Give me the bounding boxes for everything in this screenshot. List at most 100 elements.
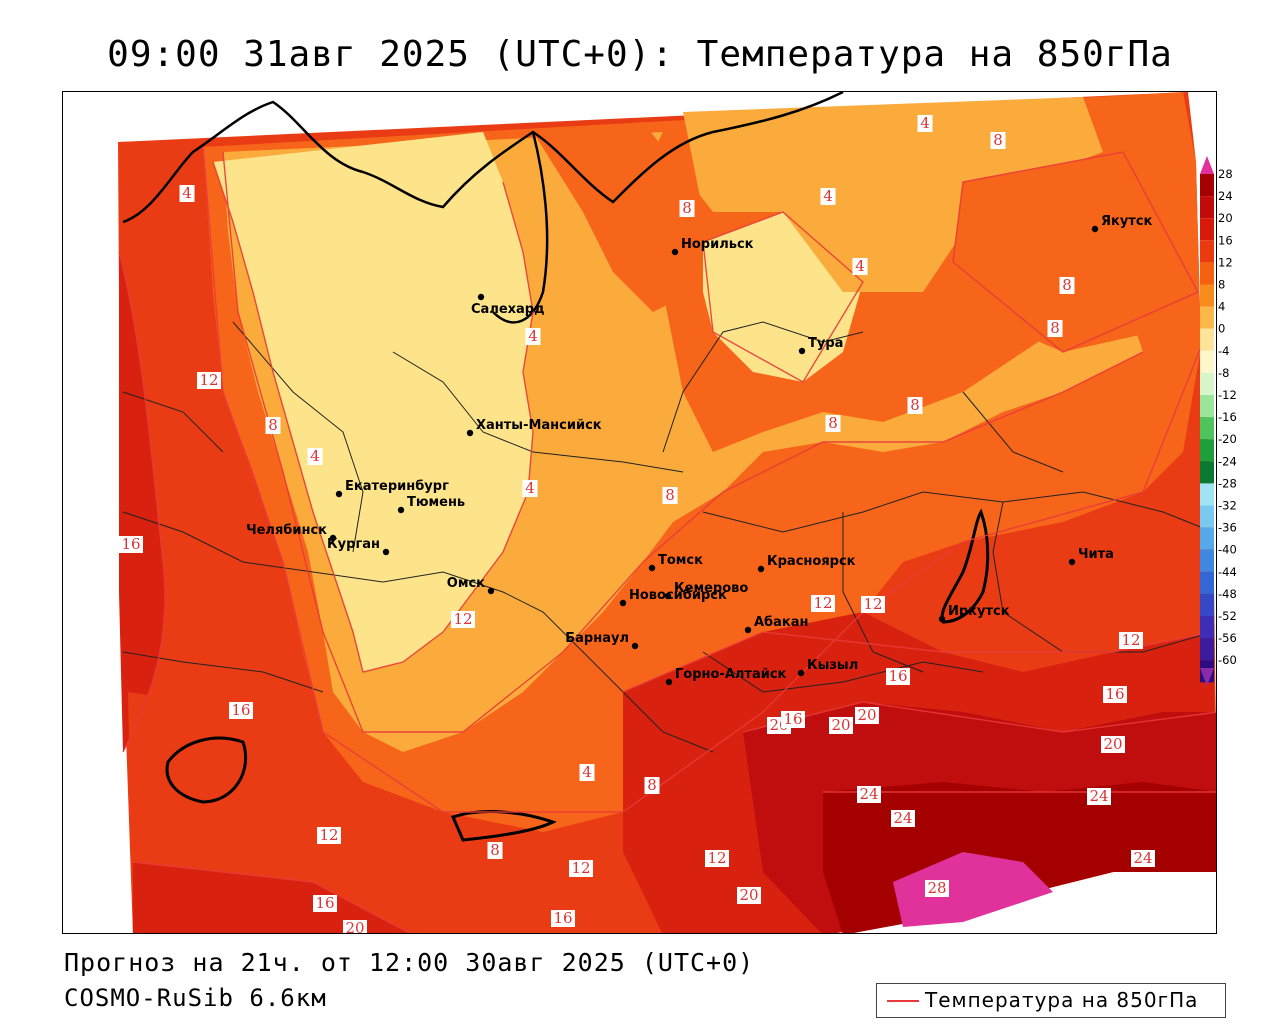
colorbar-tick-label: -16: [1218, 410, 1237, 424]
city-label: Абакан: [754, 615, 809, 630]
colorbar-cell: [1200, 372, 1214, 395]
isotherm-label: 4: [820, 187, 836, 205]
isotherm-label: 24: [857, 785, 881, 803]
temperature-colorbar: 28 24 20 16 12 8 4 0 -4 -8 -12 -16 -20 -24 -28 -32 -36 -4…: [1200, 156, 1237, 686]
colorbar-cell: [1200, 306, 1214, 329]
city-marker: Курган: [327, 537, 390, 556]
city-label: Чита: [1078, 547, 1114, 562]
map-title: 09:00 31авг 2025 (UTC+0): Температура на…: [107, 34, 1173, 75]
isotherm-label: 16: [1103, 685, 1127, 703]
isotherm-value: 4: [582, 763, 592, 781]
city-label: Норильск: [681, 237, 754, 252]
city-dot: [938, 615, 946, 623]
colorbar-tick-label: -32: [1218, 499, 1237, 513]
isotherm-label: 4: [917, 114, 933, 132]
coastline-arctic: [122, 92, 844, 224]
isotherm-label: 20: [1101, 735, 1125, 753]
colorbar-cell: [1200, 262, 1214, 285]
colorbar-tick-label: -12: [1218, 388, 1237, 402]
isotherm-label: 16: [886, 667, 910, 685]
colorbar-tick-label: -20: [1218, 432, 1237, 446]
colorbar-tick-label: -40: [1218, 543, 1237, 557]
isotherm-value: 12: [707, 849, 726, 867]
isotherm-value: 16: [553, 909, 572, 927]
isotherm-value: 20: [1103, 735, 1122, 753]
region-borders: [122, 321, 1214, 753]
isotherm-label: 8: [679, 199, 695, 217]
city-label: Якутск: [1101, 214, 1153, 229]
colorbar-cell: [1200, 549, 1214, 572]
colorbar-cells: [1200, 174, 1214, 683]
city-label: Барнаул: [565, 631, 629, 646]
map-area[interactable]: 4 8 4 8 4 4 8 12 8 4 4 16 4 8 8 8 8 12 16 12 12 16 16 12 20 20 20 2…: [62, 91, 1217, 934]
temperature-map: 4 8 4 8 4 4 8 12 8 4 4 16 4 8 8 8 8 12 16 12 12 16 16 12 20 20 20 2…: [118, 92, 1216, 934]
city-marker: Кызыл: [797, 658, 858, 677]
isotherm-value: 12: [199, 371, 218, 389]
isotherm-value: 12: [319, 826, 338, 844]
colorbar-bottom-arrow: [1200, 668, 1214, 686]
zone-12-16-sw: [128, 692, 662, 933]
colorbar-cell: [1200, 483, 1214, 506]
colorbar-tick-label: 28: [1218, 167, 1233, 181]
isotherm-label: 4: [579, 763, 595, 781]
isotherms: [118, 146, 1216, 933]
city-marker: Чита: [1068, 547, 1114, 566]
city-marker: Тюмень: [397, 495, 465, 514]
zone-16-west: [119, 252, 165, 752]
isotherm-value: 20: [345, 919, 364, 934]
city-marker: Норильск: [671, 237, 754, 256]
city-label: Кызыл: [807, 658, 858, 673]
city-dot: [335, 490, 343, 498]
isotherm-label: 24: [1087, 787, 1111, 805]
isotherm-label: 8: [487, 841, 503, 859]
isotherm-label: 20: [737, 886, 761, 904]
city-marker: Абакан: [744, 615, 809, 634]
isotherm-label: 8: [990, 131, 1006, 149]
colorbar-cell: [1200, 527, 1214, 550]
isotherm-label: 16: [313, 894, 337, 912]
city-marker: Томск: [648, 553, 703, 572]
isotherm-value: 8: [682, 199, 692, 217]
colorbar-cell: [1200, 174, 1214, 197]
isotherm-value: 4: [310, 447, 320, 465]
city-label: Екатеринбург: [345, 479, 449, 494]
isotherm-value: 24: [1089, 787, 1108, 805]
isotherm-label: 16: [229, 701, 253, 719]
colorbar-tick-label: 0: [1218, 322, 1225, 336]
isotherm-label: 16: [119, 535, 143, 553]
city-label: Кемерово: [674, 581, 748, 596]
isotherm-value: 16: [231, 701, 250, 719]
isotherm-label: 8: [1047, 319, 1063, 337]
isotherm-label: 8: [265, 416, 281, 434]
colorbar-tick-label: 8: [1218, 278, 1225, 292]
colorbar-cell: [1200, 350, 1214, 373]
colorbar-tick-label: -60: [1218, 653, 1237, 667]
colorbar-ticks: 28 24 20 16 12 8 4 0 -4 -8 -12 -16 -20 -24 -28 -32 -36 -4…: [1218, 167, 1237, 667]
city-marker: Красноярск: [757, 554, 856, 573]
isotherm-label: 8: [825, 414, 841, 432]
zone-28-plus: [893, 852, 1053, 927]
isotherm-value: 20: [739, 886, 758, 904]
colorbar-tick-label: -4: [1218, 344, 1229, 358]
city-marker: Тура: [798, 336, 843, 355]
colorbar-tick-label: 24: [1218, 189, 1233, 203]
contour-labels: 4 8 4 8 4 4 8 12 8 4 4 16 4 8 8 8 8 12 16 12 12 16 16 12 20 20 20 2…: [119, 114, 1155, 934]
colorbar-tick-label: 16: [1218, 233, 1233, 247]
colorbar-cell: [1200, 284, 1214, 307]
city-dot: [664, 592, 672, 600]
isotherm-value: 8: [910, 396, 920, 414]
isotherm-value: 8: [828, 414, 838, 432]
isotherm-value: 12: [571, 859, 590, 877]
city-marker: Горно-Алтайск: [665, 667, 787, 686]
zone-0-4: [213, 132, 533, 672]
city-dot: [619, 599, 627, 607]
isotherm-value: 24: [1133, 849, 1152, 867]
city-dot: [477, 293, 485, 301]
city-dot: [797, 669, 805, 677]
city-dot: [1091, 225, 1099, 233]
city-label: Иркутск: [948, 604, 1010, 619]
colorbar-top-arrow: [1200, 156, 1214, 174]
colorbar-tick-label: -52: [1218, 609, 1237, 623]
colorbar-tick-label: 20: [1218, 211, 1233, 225]
caspian-aral: [165, 736, 248, 804]
